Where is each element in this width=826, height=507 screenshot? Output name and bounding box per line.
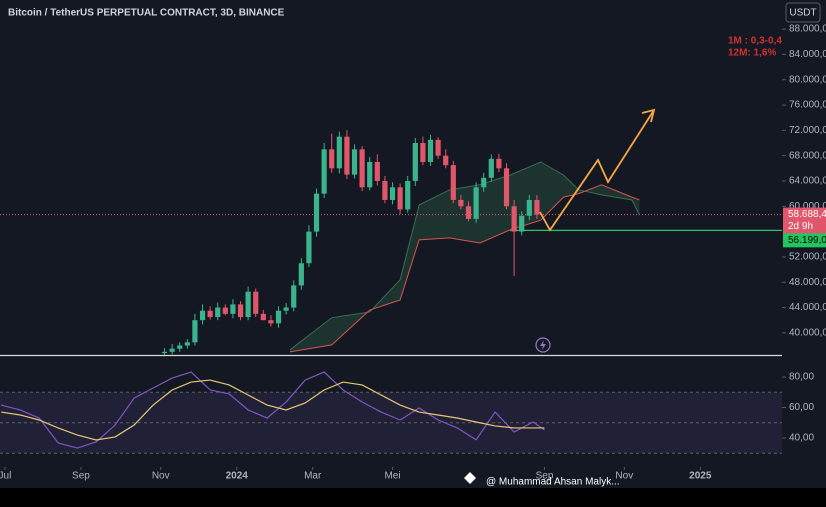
support-label: 56.199,0 bbox=[788, 235, 826, 246]
y-tick-label: 44.000,0 bbox=[789, 302, 826, 313]
candle-body bbox=[245, 291, 251, 318]
y-tick-label: 72.000,0 bbox=[789, 125, 826, 136]
x-tick-label: Mei bbox=[384, 471, 400, 482]
candle-body bbox=[435, 139, 441, 156]
candle-body bbox=[306, 231, 312, 264]
currency: USDT bbox=[789, 8, 816, 19]
rsi-ma-line bbox=[1, 379, 545, 441]
candle-body bbox=[496, 158, 502, 169]
watermark: @ Muhammad Ahsan Malyk... bbox=[486, 477, 620, 488]
plot-layer: 40.000,0 44.000,0 48.000,0 52.000,0 60.000,0… bbox=[0, 24, 826, 482]
candle-body bbox=[374, 161, 380, 181]
x-tick-label: Sep bbox=[536, 471, 554, 482]
event-bolt bbox=[540, 340, 546, 350]
candle-body bbox=[397, 187, 403, 210]
candle-body bbox=[260, 313, 266, 321]
x-tick-label: Sep bbox=[72, 471, 90, 482]
candle-body bbox=[192, 320, 198, 343]
candle-body bbox=[458, 199, 464, 207]
candle-body bbox=[336, 136, 342, 169]
y-tick-label: 88.000,0 bbox=[789, 24, 826, 35]
candle-body bbox=[367, 161, 373, 188]
candle-body bbox=[283, 307, 289, 311]
y-tick-label: 64.000,0 bbox=[789, 176, 826, 187]
watermark-group: @ Muhammad Ahsan Malyk... bbox=[464, 472, 620, 488]
rsi-tick-label: 40,00 bbox=[789, 433, 814, 444]
candle-body bbox=[215, 307, 221, 318]
watermark-logo bbox=[464, 472, 476, 484]
candle-body bbox=[291, 285, 297, 308]
candle-body bbox=[526, 199, 532, 216]
candle-body bbox=[503, 168, 510, 207]
candle-body bbox=[389, 187, 396, 200]
candle-body bbox=[450, 165, 456, 200]
rsi-tick-label: 60,00 bbox=[789, 402, 814, 413]
candle-body bbox=[313, 193, 320, 232]
candle-body bbox=[177, 345, 183, 349]
candle-body bbox=[465, 206, 472, 219]
candle-body bbox=[321, 149, 327, 194]
x-tick-label: Nov bbox=[615, 471, 633, 482]
candle-body bbox=[481, 177, 487, 188]
support-label-box bbox=[783, 233, 826, 248]
candle-body bbox=[222, 307, 228, 314]
y-tick-label: 52.000,0 bbox=[789, 252, 826, 263]
y-tick-label: 40.000,0 bbox=[789, 327, 826, 338]
candle-body bbox=[169, 348, 175, 352]
rsi-line bbox=[0, 371, 545, 449]
x-tick-label: Mar bbox=[304, 471, 322, 482]
y-tick-label: 68.000,0 bbox=[789, 150, 826, 161]
projection-arrow bbox=[539, 109, 655, 232]
event-icon[interactable] bbox=[535, 337, 551, 353]
currency-box[interactable] bbox=[785, 2, 821, 23]
x-tick-label: Nov bbox=[152, 471, 170, 482]
candle-body bbox=[519, 215, 525, 232]
x-tick-label: Jul bbox=[0, 471, 11, 482]
y-tick-label: 80.000,0 bbox=[789, 74, 826, 85]
price-label-box bbox=[783, 207, 826, 234]
candle-body bbox=[207, 310, 213, 318]
countdown: 2d 9h bbox=[788, 221, 813, 232]
candle-body bbox=[427, 139, 434, 162]
candle-body bbox=[405, 180, 411, 210]
x-tick-label: 2025 bbox=[689, 471, 712, 482]
candle-body bbox=[199, 310, 206, 321]
candle-body bbox=[237, 304, 244, 318]
cloud-span-b bbox=[289, 184, 640, 353]
candle-body bbox=[359, 149, 365, 188]
background bbox=[0, 0, 826, 488]
candle-body bbox=[488, 158, 494, 178]
cloud-span-a bbox=[289, 161, 640, 351]
price-label: 58.688,4 bbox=[788, 209, 826, 220]
arrow-head bbox=[641, 108, 656, 123]
candle-body bbox=[275, 310, 282, 324]
candle-body bbox=[161, 351, 168, 354]
bottom-strip bbox=[0, 488, 826, 507]
candle-body bbox=[253, 291, 259, 314]
candle-body bbox=[298, 263, 304, 286]
candle-body bbox=[184, 342, 190, 346]
candle-body bbox=[511, 206, 517, 232]
y-tick-label: 48.000,0 bbox=[789, 277, 826, 288]
x-tick-label: 2024 bbox=[226, 471, 249, 482]
candle-body bbox=[344, 136, 350, 175]
rsi-tick-label: 80,00 bbox=[789, 372, 814, 383]
candle-body bbox=[329, 149, 335, 169]
candle-body bbox=[230, 304, 236, 314]
y-tick-label: 84.000,0 bbox=[789, 49, 826, 60]
candle-body bbox=[443, 155, 449, 166]
chart-title: Bitcoin / TetherUS PERPETUAL CONTRACT, 3… bbox=[8, 8, 285, 19]
candle-body bbox=[412, 143, 418, 181]
candle-body bbox=[382, 180, 388, 200]
candle-body bbox=[351, 149, 358, 175]
y-tick-label: 60.000,0 bbox=[789, 201, 826, 212]
candle-body bbox=[268, 320, 274, 324]
candle-body bbox=[420, 143, 426, 162]
annotation: 1M : 0,3-0,4 bbox=[728, 36, 782, 47]
candle-body bbox=[473, 187, 479, 219]
annotation: 12M: 1,6% bbox=[728, 48, 776, 59]
y-tick-label: 76.000,0 bbox=[789, 100, 826, 111]
candle-body bbox=[534, 199, 540, 215]
